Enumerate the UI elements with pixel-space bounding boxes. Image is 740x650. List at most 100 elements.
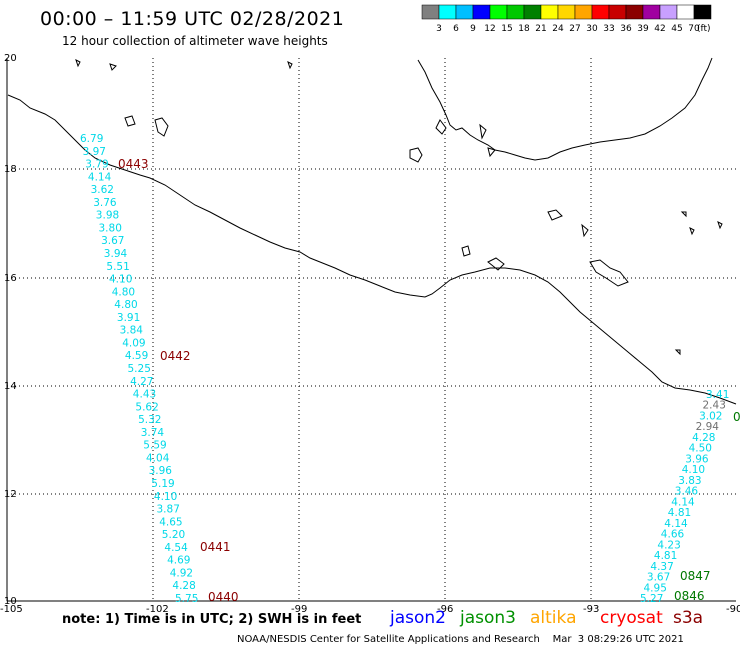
wave-height-value: 4.37 — [650, 561, 673, 573]
wave-height-value: 3.67 — [101, 235, 124, 247]
colorbar-swatch — [557, 4, 576, 20]
time-label-green: 0 — [733, 410, 740, 424]
colorbar-label: 6 — [453, 24, 459, 34]
x-tick: -99 — [291, 604, 307, 615]
colorbar-swatch — [574, 4, 593, 20]
y-tick: 10 — [4, 596, 17, 607]
colorbar-label: 21 — [535, 24, 546, 34]
wave-height-value: 5.27 — [640, 593, 663, 605]
colorbar-swatch — [540, 4, 559, 20]
colorbar-label: 70 — [688, 24, 700, 34]
wave-height-value: 4.10 — [682, 464, 705, 476]
colorbar-label: 12 — [484, 24, 495, 34]
wave-height-value: 3.96 — [149, 465, 173, 477]
coastline — [7, 57, 737, 405]
time-label-red: 0442 — [160, 349, 191, 363]
wave-height-value: 3.98 — [96, 210, 119, 222]
wave-height-value: 5.32 — [138, 414, 161, 426]
page-subtitle: 12 hour collection of altimeter wave hei… — [62, 34, 328, 48]
wave-height-value: 4.50 — [689, 443, 712, 455]
wave-height-value: 4.14 — [88, 171, 112, 183]
time-labels: 0443 0442 0441 0440 0847 0846 0 — [118, 157, 740, 604]
footer-credit: NOAA/NESDIS Center for Satellite Applica… — [237, 634, 684, 645]
colorbar-swatch — [608, 4, 627, 20]
colorbar-label: 24 — [552, 24, 564, 34]
track-west-values: 6.793.973.794.143.623.763.983.803.673.94… — [80, 133, 198, 605]
wave-height-value: 3.02 — [699, 411, 722, 423]
legend-jason2: jason2 — [390, 608, 446, 628]
wave-height-value: 5.75 — [175, 593, 198, 605]
plot-frame — [6, 58, 736, 602]
wave-height-value: 3.80 — [99, 222, 122, 234]
wave-height-value: 4.43 — [133, 389, 156, 401]
x-axis-labels: -105 -102 -99 -96 -93 -90 — [0, 604, 740, 615]
y-tick: 14 — [4, 381, 17, 392]
track-east-values: 3.412.433.022.944.284.503.964.103.833.46… — [640, 389, 729, 605]
colorbar-label: 33 — [603, 24, 614, 34]
wave-height-value: 4.95 — [644, 582, 667, 594]
colorbar-label: 36 — [620, 24, 632, 34]
wave-height-value: 3.76 — [93, 197, 117, 209]
wave-height-value: 5.19 — [151, 478, 174, 490]
wave-height-value: 3.87 — [157, 504, 180, 516]
wave-height-value: 5.59 — [143, 440, 166, 452]
wave-height-value: 4.81 — [654, 550, 677, 562]
wave-height-colorbar: 3 6 9 12 15 18 21 24 27 30 33 36 39 42 45 70(ft) — [421, 4, 712, 34]
wave-height-value: 4.09 — [122, 337, 145, 349]
wave-height-value: 4.69 — [167, 555, 190, 567]
colorbar-swatch — [523, 4, 542, 20]
wave-height-value: 4.65 — [159, 516, 182, 528]
wave-height-value: 3.62 — [91, 184, 114, 196]
y-tick: 16 — [4, 273, 17, 284]
wave-height-value: 4.80 — [112, 286, 135, 298]
wave-height-value: 3.83 — [678, 475, 701, 487]
wave-height-value: 3.41 — [706, 389, 729, 401]
x-tick: -93 — [583, 604, 599, 615]
wave-height-value: 4.28 — [172, 580, 195, 592]
wave-height-value: 3.79 — [85, 159, 108, 171]
wave-height-value: 4.81 — [668, 507, 691, 519]
time-label-red: 0443 — [118, 157, 149, 171]
colorbar-label: 27 — [569, 24, 580, 34]
colorbar-swatch — [659, 4, 678, 20]
legend-jason3: jason3 — [460, 608, 516, 628]
colorbar-label: 9 — [470, 24, 476, 34]
wave-height-value: 3.46 — [675, 486, 699, 498]
wave-height-value: 4.27 — [130, 376, 153, 388]
y-tick: 20 — [4, 53, 17, 64]
colorbar-label: 3 — [436, 24, 442, 34]
colorbar-label: 42 — [654, 24, 665, 34]
time-label-red: 0440 — [208, 590, 239, 604]
wave-height-value: 5.62 — [135, 401, 158, 413]
wave-height-value: 2.43 — [703, 400, 726, 412]
wave-height-value: 4.80 — [114, 299, 137, 311]
wave-height-value: 3.67 — [647, 572, 670, 584]
time-label-green: 0846 — [674, 589, 705, 603]
wave-height-value: 5.20 — [162, 529, 185, 541]
colorbar-swatch — [676, 4, 695, 20]
colorbar-label: 39 — [637, 24, 649, 34]
wave-height-value: 4.54 — [164, 542, 188, 554]
wave-height-value: 4.92 — [170, 567, 193, 579]
wave-height-value: 5.25 — [128, 363, 151, 375]
wave-height-value: 4.66 — [661, 529, 685, 541]
colorbar-swatch — [591, 4, 610, 20]
legend-cryosat: cryosat — [600, 608, 663, 628]
x-tick: -105 — [0, 604, 23, 615]
wave-height-value: 3.94 — [104, 248, 128, 260]
wave-height-value: 4.14 — [664, 518, 688, 530]
wave-height-value: 4.23 — [657, 539, 680, 551]
wave-height-value: 4.28 — [692, 432, 715, 444]
colorbar-swatch — [472, 4, 491, 20]
wave-height-value: 3.74 — [141, 427, 165, 439]
colorbar-swatch — [421, 4, 440, 20]
colorbar-swatch — [489, 4, 508, 20]
x-tick: -102 — [146, 604, 169, 615]
page-title: 00:00 – 11:59 UTC 02/28/2021 — [40, 8, 345, 30]
y-axis-labels: 20 18 16 14 12 10 — [4, 53, 17, 607]
wave-height-value: 4.04 — [146, 452, 170, 464]
y-tick: 18 — [4, 164, 17, 175]
colorbar-swatch — [693, 4, 712, 20]
colorbar-label: 18 — [518, 24, 530, 34]
